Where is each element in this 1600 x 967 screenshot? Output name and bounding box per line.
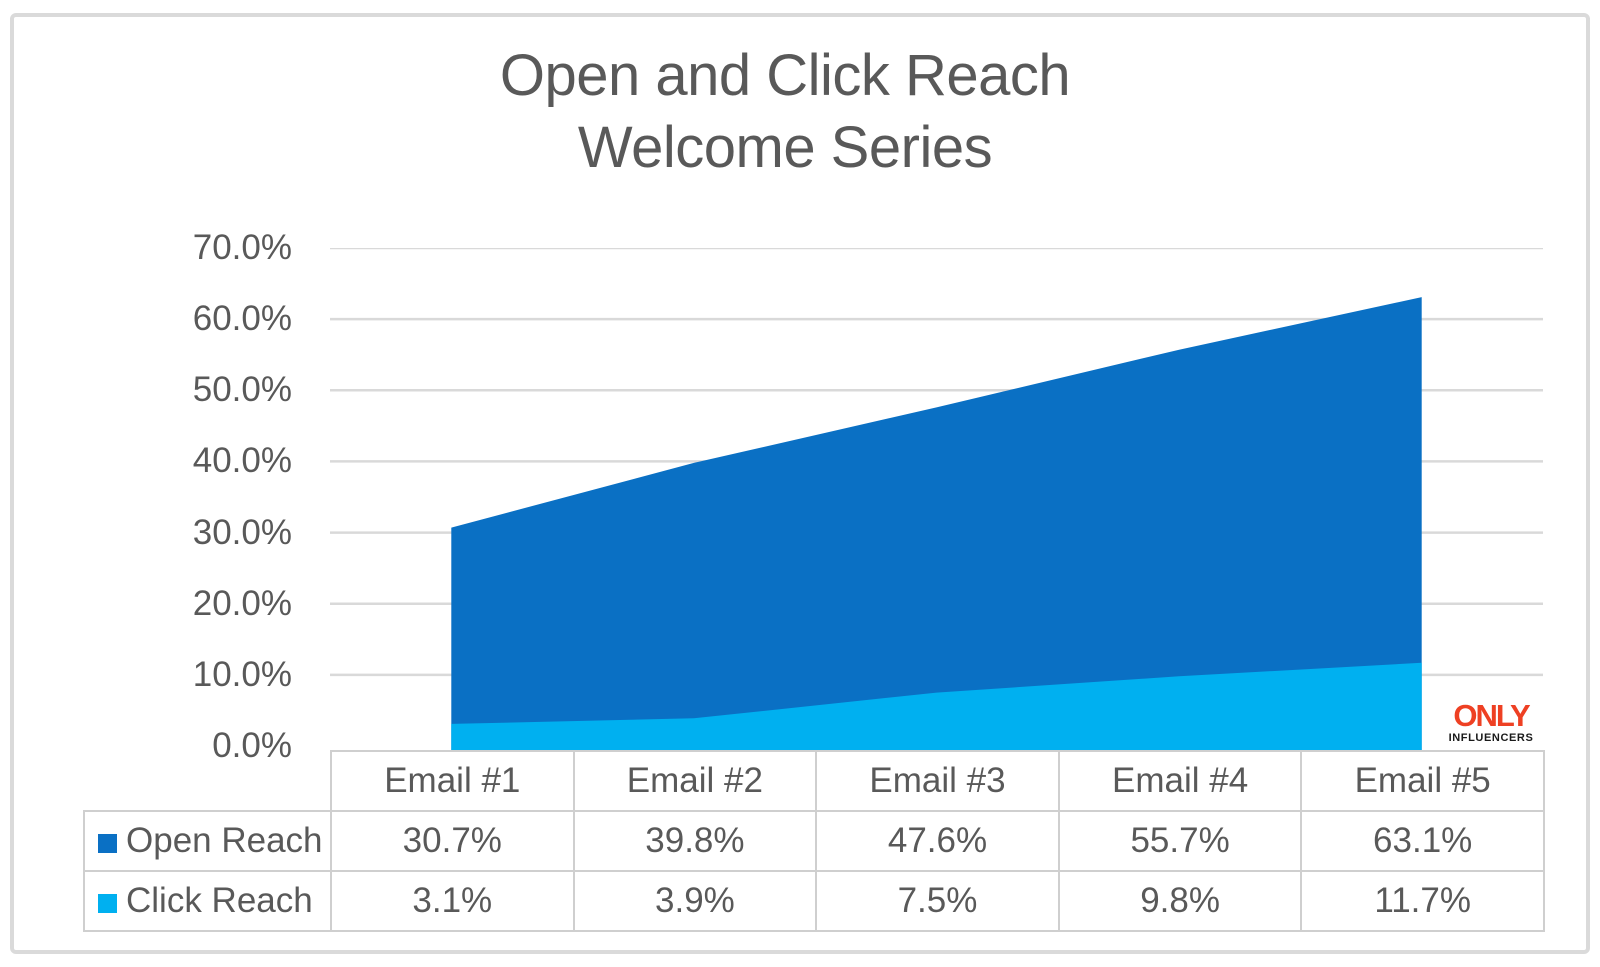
column-header-email-5: Email #5 xyxy=(1300,750,1545,812)
table-row: Click Reach 3.1% 3.9% 7.5% 9.8% 11.7% xyxy=(83,870,1545,932)
only-influencers-logo: ONLY INFLUENCERS xyxy=(1447,700,1535,744)
click-reach-area xyxy=(451,662,1422,750)
data-table: Email #1 Email #2 Email #3 Email #4 Email #5… xyxy=(83,750,1545,932)
logo-only-text: ONLY xyxy=(1453,698,1530,733)
table-value-cell: 11.7% xyxy=(1300,870,1545,932)
table-value-cell: 30.7% xyxy=(330,810,575,872)
table-value-cell: 39.8% xyxy=(572,810,818,872)
legend-row-label: Click Reach xyxy=(83,870,332,932)
y-axis-tick-label: 10.0% xyxy=(192,654,292,694)
click-reach-legend-swatch-icon xyxy=(98,894,117,913)
table-value-cell: 47.6% xyxy=(815,810,1060,872)
legend-row-label: Open Reach xyxy=(83,810,332,872)
area-chart xyxy=(330,248,1543,750)
column-header-email-2: Email #2 xyxy=(572,750,818,812)
y-axis-tick-label: 70.0% xyxy=(192,228,292,267)
table-value-cell: 3.9% xyxy=(572,870,818,932)
chart-title-line1: Open and Click Reach xyxy=(499,43,1071,108)
legend-label: Open Reach xyxy=(126,821,323,860)
y-axis-tick-label: 50.0% xyxy=(192,370,292,410)
table-value-cell: 3.1% xyxy=(330,870,575,932)
logo-influencers-text: INFLUENCERS xyxy=(1448,732,1534,744)
table-value-cell: 55.7% xyxy=(1057,810,1303,872)
table-corner-cell xyxy=(84,751,331,811)
column-header-email-1: Email #1 xyxy=(330,750,575,812)
open-reach-legend-swatch-icon xyxy=(98,834,117,853)
y-axis-tick-label: 30.0% xyxy=(192,512,292,552)
y-axis-labels: 70.0% 60.0% 50.0% 40.0% 30.0% 20.0% 10.0% 0.0% xyxy=(92,0,292,967)
open-reach-area xyxy=(451,297,1422,750)
column-header-email-3: Email #3 xyxy=(815,750,1060,812)
table-row: Open Reach 30.7% 39.8% 47.6% 55.7% 63.1% xyxy=(83,810,1545,872)
table-value-cell: 63.1% xyxy=(1300,810,1545,872)
y-axis-tick-label: 40.0% xyxy=(192,441,292,481)
chart-title: Open and Click Reach Welcome Series xyxy=(0,40,1570,184)
chart-title-line2: Welcome Series xyxy=(577,115,993,180)
column-header-email-4: Email #4 xyxy=(1057,750,1303,812)
table-header-row: Email #1 Email #2 Email #3 Email #4 Email #5 xyxy=(84,750,1545,812)
legend-label: Click Reach xyxy=(126,881,313,920)
y-axis-tick-label: 60.0% xyxy=(192,299,292,339)
y-axis-tick-label: 20.0% xyxy=(192,583,292,623)
table-value-cell: 7.5% xyxy=(815,870,1060,932)
table-value-cell: 9.8% xyxy=(1057,870,1303,932)
y-axis-tick-label: 0.0% xyxy=(212,726,292,765)
